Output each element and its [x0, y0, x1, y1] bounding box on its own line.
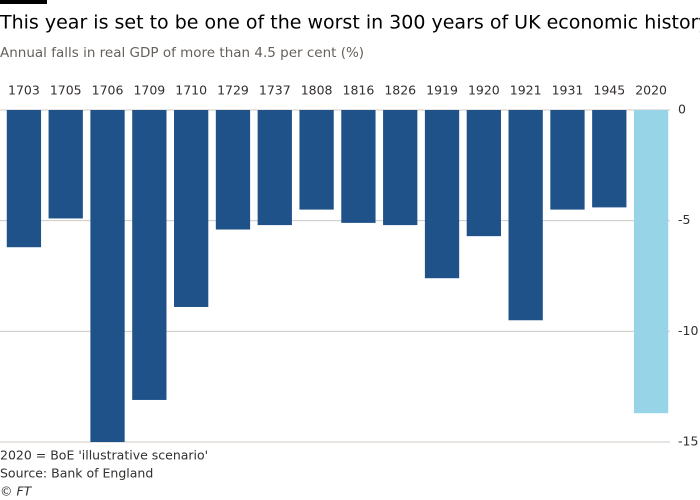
bar	[90, 110, 125, 442]
bar	[550, 110, 585, 210]
bar	[424, 110, 460, 279]
x-tick-label: 1706	[92, 83, 124, 98]
y-tick-label: 0	[678, 102, 686, 117]
bar	[383, 110, 418, 226]
x-tick-label: 1921	[510, 83, 542, 98]
x-tick-label: 1710	[175, 83, 207, 98]
x-tick-label: 1931	[552, 83, 584, 98]
y-tick-label: -10	[678, 323, 698, 338]
bar	[48, 110, 83, 219]
bar	[257, 110, 292, 226]
chart-title: This year is set to be one of the worst …	[0, 12, 700, 34]
title-rule	[0, 0, 47, 4]
x-tick-label: 1703	[8, 83, 40, 98]
bar	[299, 110, 334, 210]
bar	[174, 110, 209, 307]
y-tick-label: -15	[678, 434, 698, 449]
x-tick-label: 1705	[50, 83, 82, 98]
note: 2020 = BoE 'illustrative scenario'	[0, 448, 208, 463]
source: Source: Bank of England	[0, 466, 153, 481]
x-tick-label: 1808	[301, 83, 333, 98]
y-tick-label: -5	[678, 212, 690, 227]
x-tick-label: 1920	[468, 83, 500, 98]
x-tick-label: 1816	[343, 83, 375, 98]
x-tick-label: 2020	[635, 83, 667, 98]
x-tick-label: 1709	[133, 83, 165, 98]
x-tick-label: 1919	[426, 83, 458, 98]
bar	[592, 110, 627, 208]
bar	[633, 110, 669, 414]
chart-subtitle: Annual falls in real GDP of more than 4.…	[0, 45, 364, 61]
bar	[341, 110, 376, 223]
credit: © FT	[0, 484, 33, 499]
bar	[215, 110, 251, 230]
x-tick-label: 1945	[593, 83, 625, 98]
x-tick-label: 1729	[217, 83, 249, 98]
x-tick-label: 1737	[259, 83, 291, 98]
bar	[508, 110, 543, 321]
bar	[466, 110, 501, 237]
bar	[6, 110, 42, 248]
x-tick-label: 1826	[384, 83, 416, 98]
bar	[132, 110, 167, 400]
